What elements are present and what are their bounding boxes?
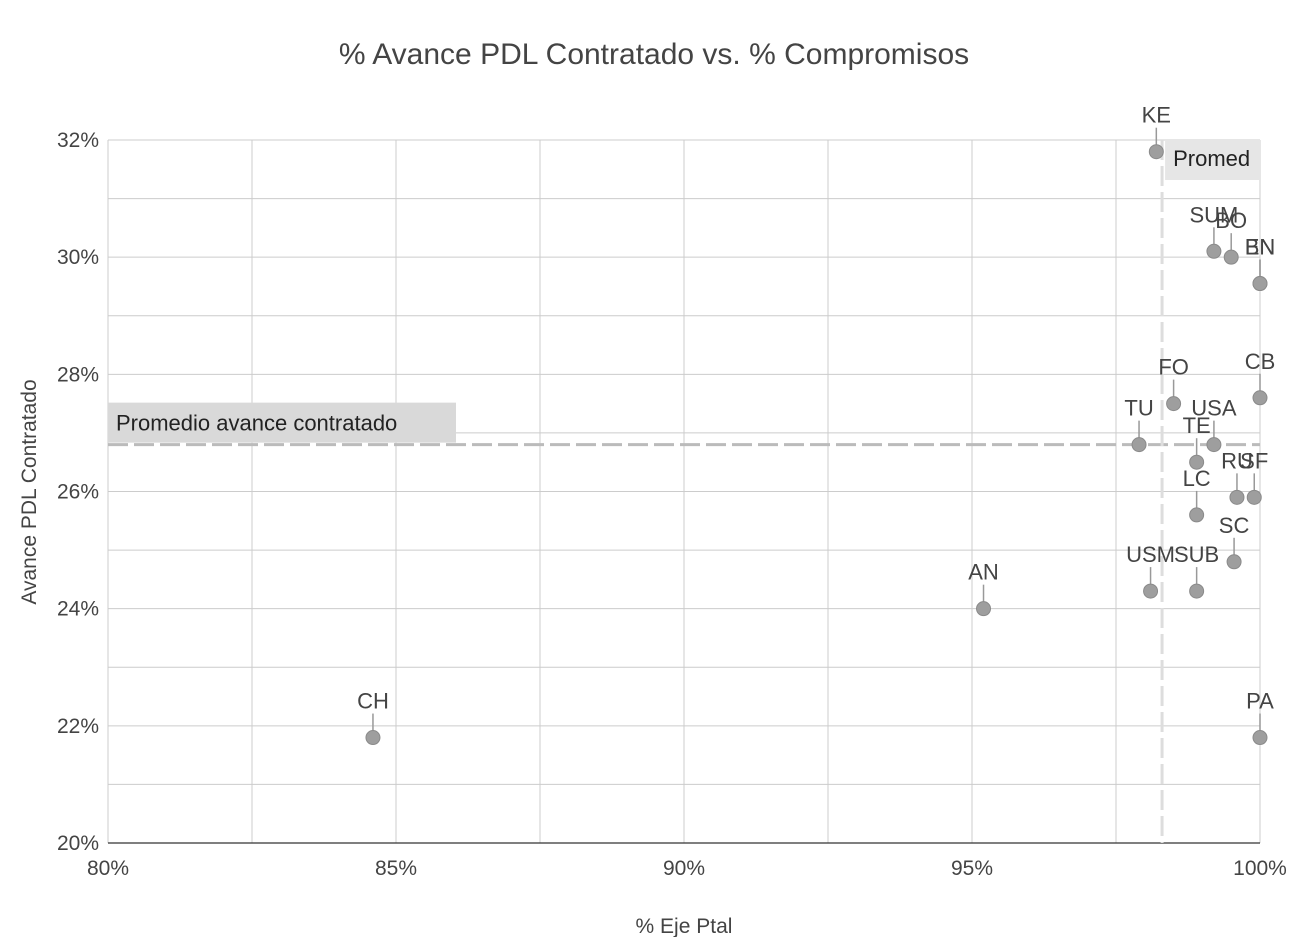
data-label: PA bbox=[1246, 689, 1274, 714]
y-tick-label: 32% bbox=[57, 129, 99, 152]
data-point bbox=[1131, 437, 1147, 453]
data-point bbox=[1223, 249, 1239, 265]
y-tick-label: 20% bbox=[57, 832, 99, 855]
data-label: SUB bbox=[1174, 542, 1219, 567]
y-tick-label: 30% bbox=[57, 246, 99, 269]
y-tick-label: 22% bbox=[57, 715, 99, 738]
data-point bbox=[1166, 396, 1182, 412]
data-point bbox=[1143, 583, 1159, 599]
data-point bbox=[1252, 276, 1268, 292]
data-point bbox=[1229, 489, 1245, 505]
data-label: SC bbox=[1219, 513, 1250, 538]
data-point bbox=[365, 730, 381, 746]
data-label: RU bbox=[1221, 448, 1253, 473]
x-tick-label: 100% bbox=[1233, 857, 1287, 880]
reference-lines: Promedio avance contratado Promed bbox=[108, 140, 1260, 843]
y-tick-label: 28% bbox=[57, 363, 99, 386]
data-point bbox=[1189, 507, 1205, 523]
x-tick-label: 95% bbox=[951, 857, 993, 880]
data-point bbox=[1189, 583, 1205, 599]
data-label: USM bbox=[1126, 542, 1175, 567]
x-axis-title: % Eje Ptal bbox=[636, 915, 733, 937]
average-horizontal-label-box bbox=[108, 402, 456, 443]
data-label: KE bbox=[1142, 103, 1171, 128]
data-label: TE bbox=[1183, 413, 1211, 438]
average-vertical-label: Promed bbox=[1173, 146, 1250, 171]
data-label: CH bbox=[357, 689, 389, 714]
x-tick-label: 80% bbox=[87, 857, 129, 880]
data-point bbox=[1246, 489, 1262, 505]
average-vertical-label-box bbox=[1165, 140, 1260, 180]
y-axis-title: Avance PDL Contratado bbox=[18, 379, 41, 604]
data-label: BN bbox=[1245, 235, 1276, 260]
data-point bbox=[976, 601, 992, 617]
y-tick-label: 26% bbox=[57, 481, 99, 504]
data-label: CB bbox=[1245, 349, 1276, 374]
data-label: AN bbox=[968, 560, 999, 585]
data-point bbox=[1252, 730, 1268, 746]
data-label: LC bbox=[1183, 466, 1211, 491]
data-point bbox=[1189, 454, 1205, 470]
chart-title: % Avance PDL Contratado vs. % Compromiso… bbox=[339, 38, 969, 71]
data-label: SF bbox=[1240, 448, 1268, 473]
average-horizontal-label: Promedio avance contratado bbox=[116, 411, 397, 436]
grid bbox=[107, 139, 1261, 844]
x-tick-label: 90% bbox=[663, 857, 705, 880]
data-point bbox=[1206, 243, 1222, 259]
axis-ticks: 80% 85% 90% 95% 100% 20% 22% 24% 26% 28% 30% 32% bbox=[57, 129, 1287, 880]
data-point bbox=[1252, 390, 1268, 406]
data-point bbox=[1226, 554, 1242, 570]
y-tick-label: 24% bbox=[57, 598, 99, 621]
data-label: EN bbox=[1245, 235, 1276, 260]
data-point bbox=[1148, 144, 1164, 160]
data-label: FO bbox=[1158, 355, 1189, 380]
data-label: BO bbox=[1215, 208, 1247, 233]
data-label: SUM bbox=[1189, 202, 1238, 227]
data-label: USA bbox=[1191, 396, 1237, 421]
data-label: TU bbox=[1124, 396, 1153, 421]
x-tick-label: 85% bbox=[375, 857, 417, 880]
data-point bbox=[1206, 437, 1222, 453]
